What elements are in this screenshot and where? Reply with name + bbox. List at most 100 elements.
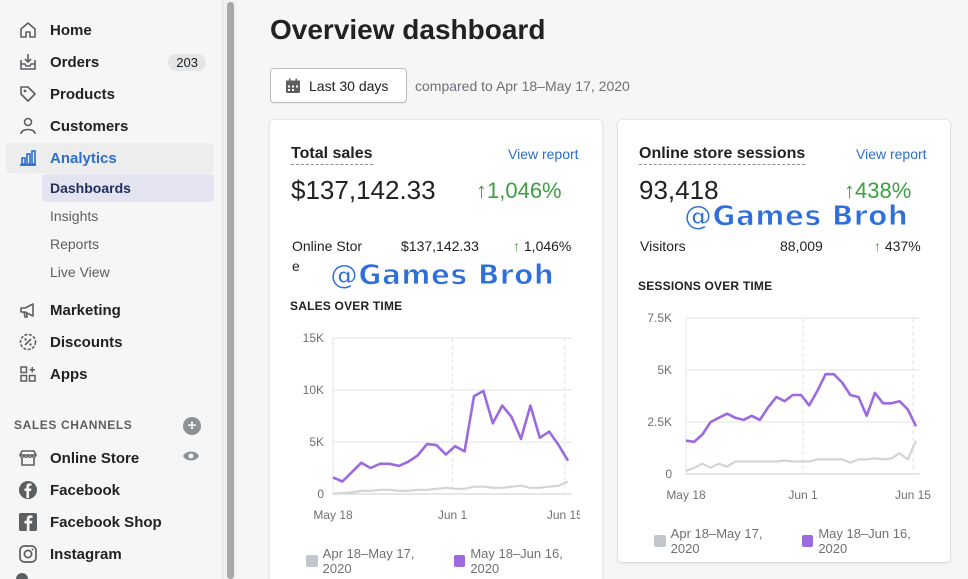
sidebar-item-discounts[interactable]: Discounts (6, 327, 214, 357)
online-store-sessions-card: Online store sessions View report 93,418… (618, 120, 950, 562)
sidebar-item-apps[interactable]: Apps (6, 359, 214, 389)
y-tick-label: 5K (309, 435, 324, 449)
legend-swatch-previous (306, 555, 318, 567)
sidebar: Home Orders 203 Products Customers Analy… (0, 0, 223, 579)
sidebar-item-label: Online Store (50, 449, 140, 467)
sidebar-scrollbar[interactable] (227, 2, 234, 579)
previous-period-line (332, 480, 569, 496)
arrow-up-icon: ↑ (874, 238, 881, 254)
sales-channels-heading: SALES CHANNELS (14, 418, 133, 432)
sessions-change: ↑438% (844, 178, 912, 203)
sidebar-item-analytics[interactable]: Analytics (6, 143, 214, 173)
legend-item-previous: Apr 18–May 17, 2020 (654, 526, 792, 556)
legend-swatch-current (453, 555, 466, 567)
total-sales-value: $137,142.33 (291, 175, 436, 205)
sessions-chart-title: SESSIONS OVER TIME (638, 279, 773, 293)
x-tick-label: Jun 15 (895, 488, 931, 502)
sidebar-item-marketing[interactable]: Marketing (6, 295, 214, 325)
y-tick-label: 0 (665, 467, 672, 481)
arrow-up-icon: ↑ (844, 178, 855, 203)
sessions-over-time-chart: 0 2.5K 5K 7.5K May 18 Jun 1 Jun 15 (647, 311, 931, 502)
tag-icon (6, 84, 50, 104)
x-tick-label: May 18 (313, 508, 353, 522)
online-store-label-line1: Online Stor (292, 238, 363, 254)
orders-icon (6, 52, 50, 72)
legend-item-current: May 18–Jun 16, 2020 (453, 546, 592, 576)
legend-swatch-previous (654, 535, 666, 547)
sidebar-item-label: Orders (50, 53, 100, 71)
sidebar-item-label: Instagram (50, 545, 122, 563)
visitors-change: ↑ 437% (874, 238, 921, 254)
sales-over-time-chart: 0 5K 10K 15K May 18 Jun 1 Jun 15 (303, 331, 580, 522)
partial-channel-icon (16, 573, 28, 579)
total-sales-title[interactable]: Total sales (291, 145, 373, 165)
sidebar-item-label: Analytics (50, 149, 117, 167)
y-tick-label: 0 (317, 487, 324, 501)
previous-period-line (685, 440, 918, 472)
facebook-shop-icon (6, 512, 50, 532)
x-tick-label: Jun 1 (788, 488, 818, 502)
sidebar-item-online-store[interactable]: Online Store (6, 443, 214, 473)
date-range-label: Last 30 days (309, 77, 389, 94)
calendar-icon (285, 78, 301, 94)
sidebar-item-label: Home (50, 21, 92, 39)
visitors-label: Visitors (640, 238, 686, 254)
arrow-up-icon: ↑ (513, 238, 520, 254)
sidebar-item-label: Discounts (50, 333, 123, 351)
legend-item-previous: Apr 18–May 17, 2020 (306, 546, 444, 576)
sidebar-item-label: Facebook (50, 481, 121, 499)
sidebar-subitem-dashboards[interactable]: Dashboards (42, 174, 214, 202)
y-tick-label: 5K (657, 363, 672, 377)
discount-icon (6, 332, 50, 352)
bar-chart-icon (6, 148, 50, 168)
eye-icon[interactable] (182, 449, 200, 467)
person-icon (6, 116, 50, 136)
legend-swatch-current (801, 535, 814, 547)
sidebar-subitem-live-view[interactable]: Live View (50, 264, 110, 280)
sidebar-item-label: Facebook Shop (50, 513, 162, 531)
total-sales-card: Total sales View report $137,142.33 ↑1,0… (270, 120, 602, 579)
date-range-button[interactable]: Last 30 days (270, 68, 407, 103)
sessions-value: 93,418 (639, 175, 719, 205)
sales-chart-legend: Apr 18–May 17, 2020 May 18–Jun 16, 2020 (306, 546, 602, 576)
sales-chart-title: SALES OVER TIME (290, 299, 403, 313)
facebook-icon (6, 480, 50, 500)
orders-count-badge: 203 (168, 53, 206, 71)
sidebar-item-products[interactable]: Products (6, 79, 214, 109)
sidebar-subitem-insights[interactable]: Insights (50, 208, 99, 224)
sidebar-item-orders[interactable]: Orders 203 (6, 47, 214, 77)
sidebar-item-label: Marketing (50, 301, 121, 319)
sidebar-item-facebook[interactable]: Facebook (6, 475, 214, 505)
sessions-chart-legend: Apr 18–May 17, 2020 May 18–Jun 16, 2020 (654, 526, 950, 556)
add-channel-button[interactable]: + (183, 417, 201, 435)
page-title: Overview dashboard (270, 14, 546, 45)
x-tick-label: Jun 15 (547, 508, 580, 522)
sidebar-item-label: Apps (50, 365, 88, 383)
visitors-value: 88,009 (780, 238, 823, 254)
y-tick-label: 10K (303, 383, 324, 397)
sidebar-item-label: Products (50, 85, 116, 103)
x-tick-label: May 18 (666, 488, 706, 502)
sidebar-item-instagram[interactable]: Instagram (6, 539, 214, 569)
current-period-line (685, 372, 918, 444)
store-icon (6, 448, 50, 468)
sessions-title[interactable]: Online store sessions (639, 145, 806, 165)
online-store-label-line2: e (292, 258, 300, 274)
apps-icon (6, 364, 50, 384)
home-icon (6, 20, 50, 40)
x-tick-label: Jun 1 (438, 508, 468, 522)
total-sales-view-report-link[interactable]: View report (508, 146, 579, 162)
sidebar-item-home[interactable]: Home (6, 15, 214, 45)
online-store-value: $137,142.33 (401, 238, 479, 254)
instagram-icon (6, 544, 50, 564)
y-tick-label: 15K (303, 331, 324, 345)
total-sales-change: ↑1,046% (476, 178, 562, 203)
watermark-text: @Games Broh (329, 258, 555, 292)
sidebar-subitem-reports[interactable]: Reports (50, 236, 100, 252)
y-tick-label: 7.5K (647, 311, 672, 325)
sidebar-item-label: Customers (50, 117, 129, 135)
sidebar-item-customers[interactable]: Customers (6, 111, 214, 141)
current-period-line (332, 389, 570, 483)
sidebar-item-facebook-shop[interactable]: Facebook Shop (6, 507, 214, 537)
sessions-view-report-link[interactable]: View report (856, 146, 927, 162)
